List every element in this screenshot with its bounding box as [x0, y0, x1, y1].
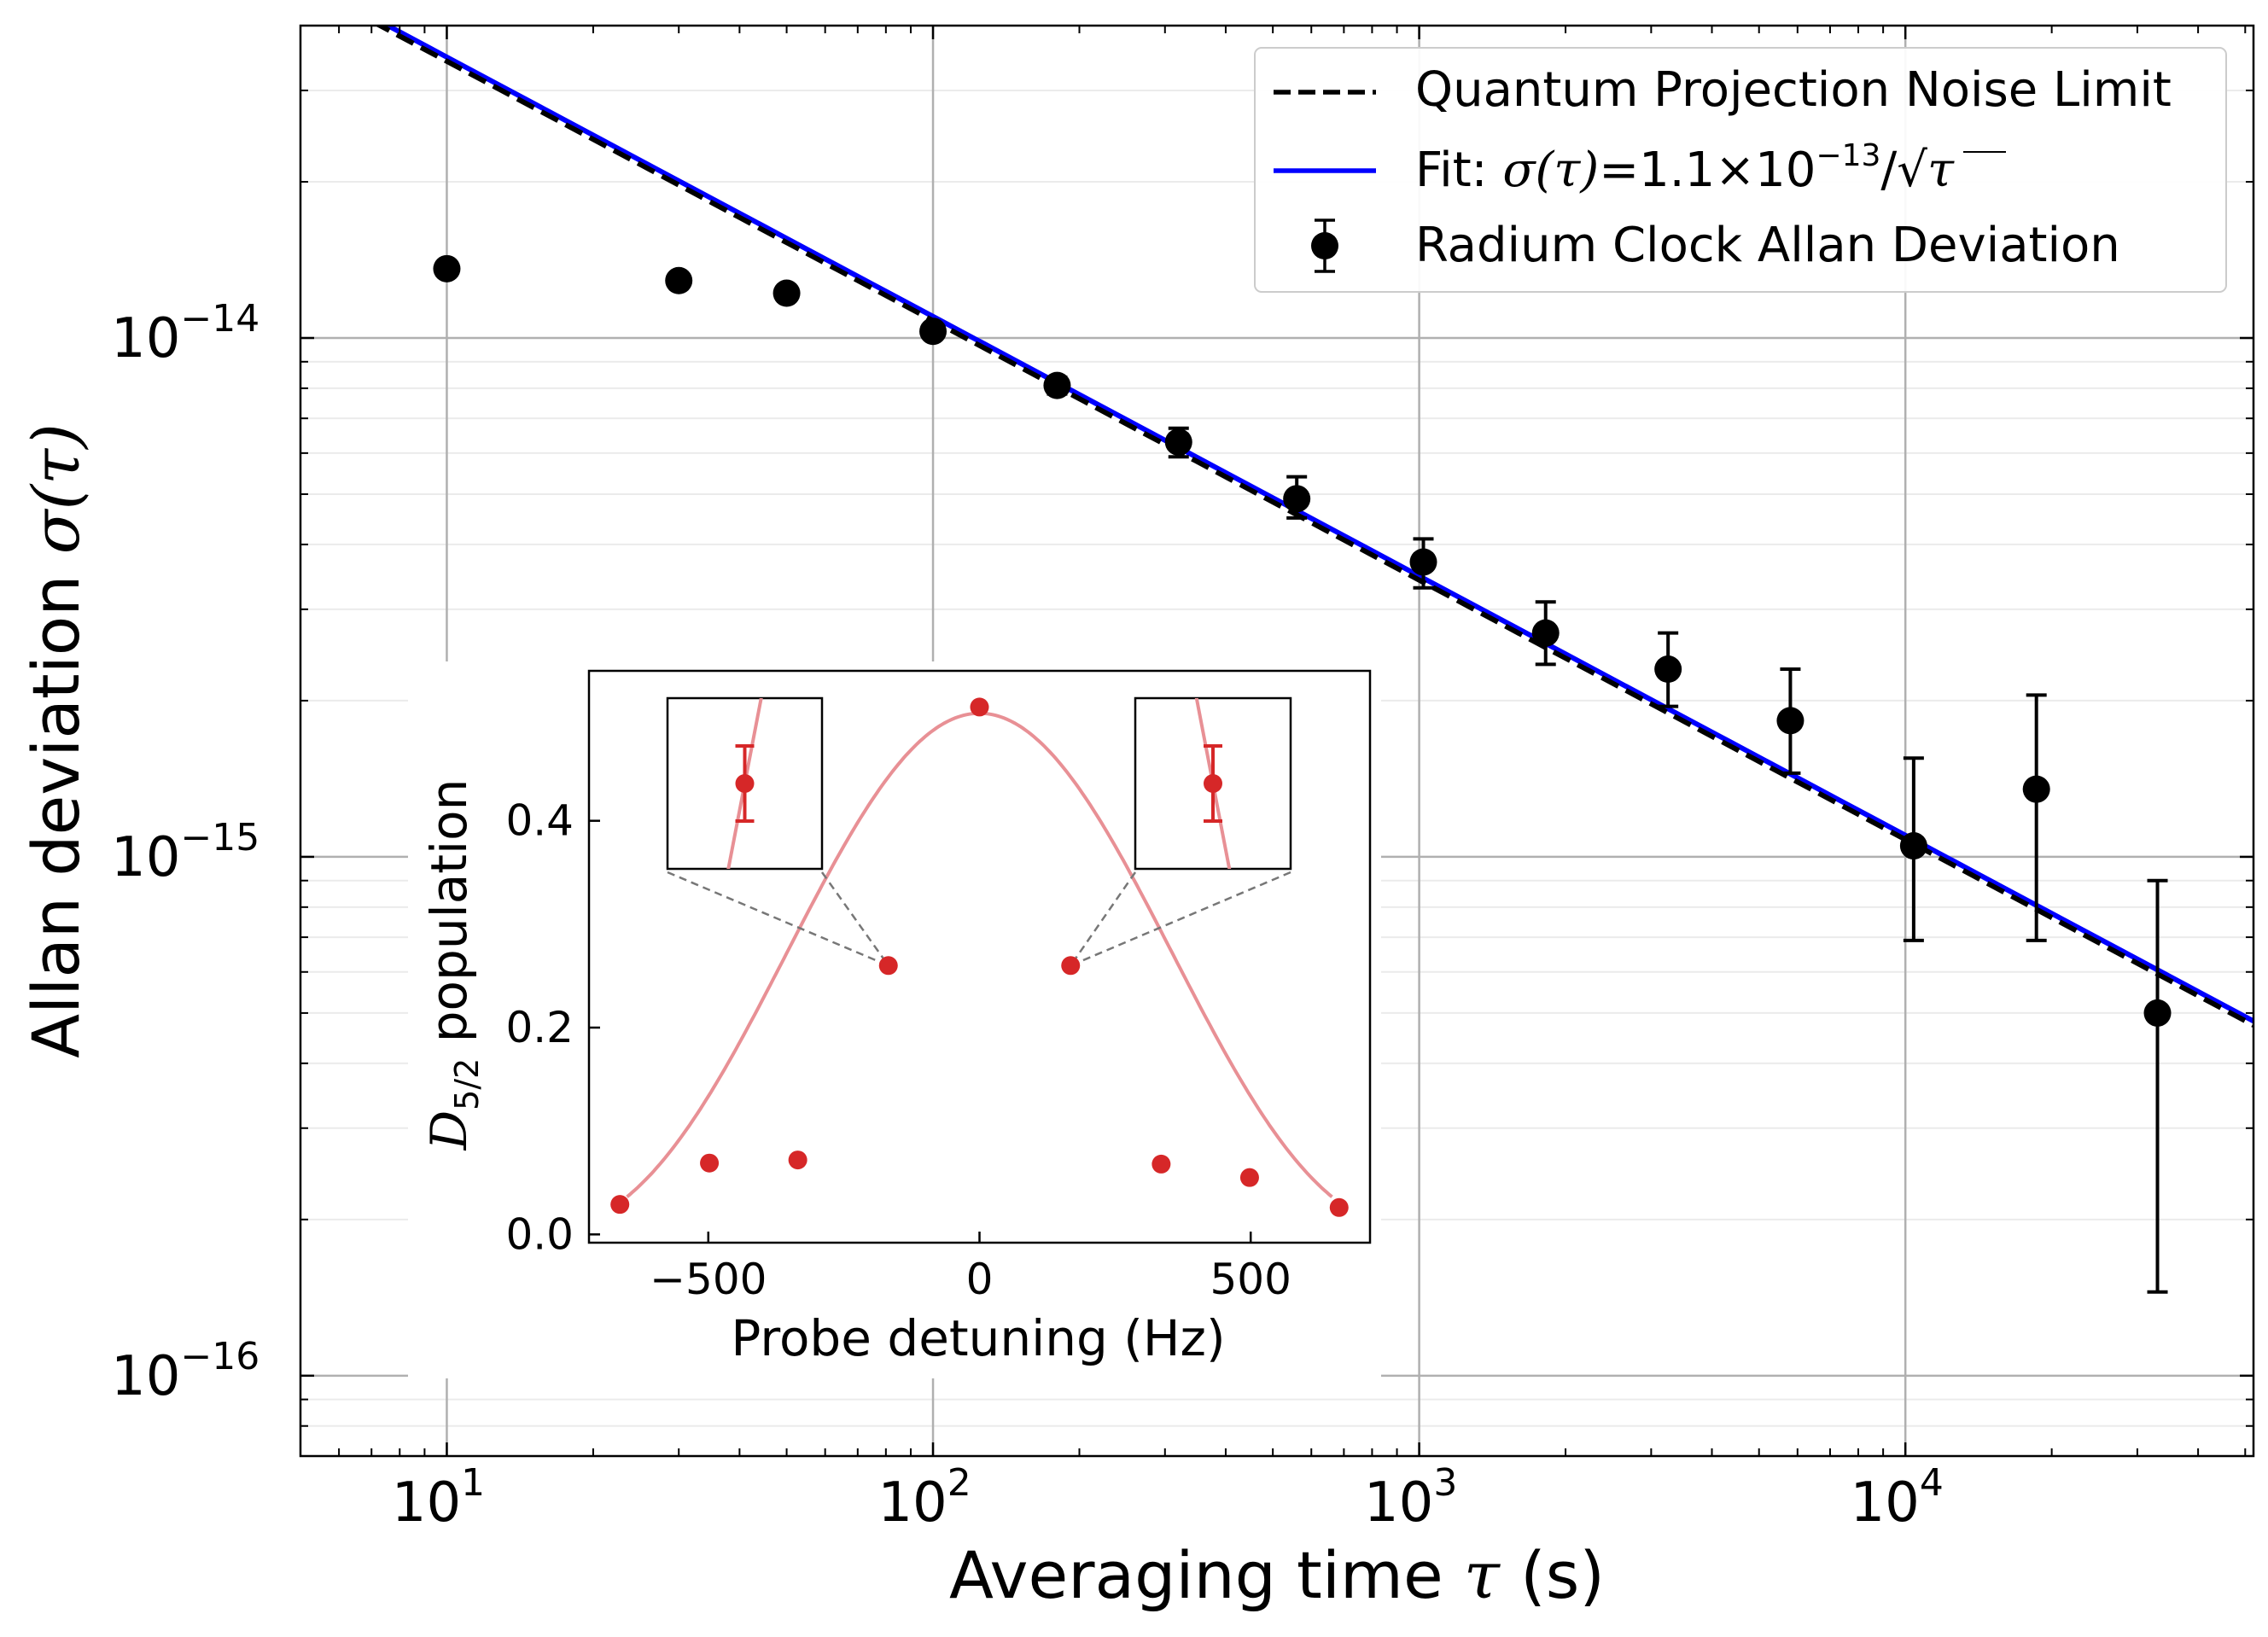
allan-data-point: [1164, 426, 1192, 459]
inset-panel: −500 0 500 0.0 0.2 0.4 Probe detuning (Hz) D…: [408, 661, 1381, 1378]
zoom-box-left: [666, 696, 824, 871]
x-tick-label: 102: [877, 1461, 971, 1535]
main-plot-frame: [299, 24, 2255, 1458]
inset-data-point: [1329, 1197, 1349, 1217]
qpn-limit-line: [374, 26, 2253, 1028]
main-y-tick-labels: 10−14 10−15 10−16: [111, 297, 259, 1408]
data-marker: [1899, 832, 1927, 860]
zoom-data-point: [1204, 774, 1222, 793]
inset-data-point: [1239, 1168, 1259, 1187]
inset-data-point: [1061, 956, 1081, 976]
legend-fit-label: Fit: σ(τ)=1.1×10−13/√τ: [1415, 138, 1955, 198]
legend-box: [1254, 47, 2227, 293]
inset-x-axis-label: Probe detuning (Hz): [731, 1309, 1225, 1367]
legend-radium-label: Radium Clock Allan Deviation: [1415, 218, 2120, 273]
zoom-connector-right: [1070, 871, 1291, 967]
data-marker: [773, 279, 801, 307]
zoom-connector-right: [1070, 871, 1137, 967]
allan-data-point: [433, 254, 461, 283]
allan-data-point: [1899, 756, 1927, 942]
zoom-connector-left: [667, 871, 889, 967]
inset-data-point: [970, 697, 989, 717]
inset-data-point: [788, 1151, 808, 1170]
allan-data-point: [1409, 537, 1437, 590]
inset-y-axis-label: D5/2 population: [420, 779, 486, 1151]
x-tick-label: 103: [1364, 1461, 1457, 1535]
inset-zoom-connectors: [667, 871, 1291, 967]
inset-y-tick-labels: 0.0 0.2 0.4: [505, 796, 574, 1260]
inset-data-point: [878, 956, 898, 976]
fit-line: [382, 26, 2253, 1024]
data-marker: [1654, 655, 1682, 684]
allan-data-point: [1776, 667, 1804, 775]
data-marker: [2022, 775, 2050, 803]
y-tick-label: 10−16: [111, 1335, 259, 1408]
allan-data-point: [2143, 878, 2172, 1294]
allan-data-point: [1043, 371, 1071, 399]
data-marker: [1283, 485, 1311, 513]
inset-ticks: [589, 819, 1252, 1243]
zoom-data-point: [735, 774, 755, 793]
zoom-connector-left: [820, 871, 889, 967]
main-data-points: [433, 254, 2172, 1294]
allan-data-point: [1283, 475, 1311, 520]
data-marker: [2143, 999, 2172, 1027]
allan-data-point: [1654, 631, 1682, 708]
inset-x-tick-labels: −500 0 500: [650, 1255, 1291, 1304]
data-marker: [433, 254, 461, 283]
x-tick-label: 104: [1850, 1461, 1943, 1535]
legend-qpn-label: Quantum Projection Noise Limit: [1415, 62, 2172, 118]
inset-x-tick-label: 500: [1210, 1255, 1291, 1304]
inset-y-tick-label: 0.4: [505, 796, 574, 846]
allan-data-point: [1531, 600, 1560, 667]
allan-data-point: [2022, 693, 2050, 942]
legend: Quantum Projection Noise Limit Fit: σ(τ)…: [1254, 47, 2227, 293]
allan-data-point: [919, 317, 947, 346]
data-marker: [919, 317, 947, 346]
allan-data-point: [665, 266, 693, 294]
main-x-axis-label: Averaging time τ (s): [949, 1537, 1605, 1613]
main-ticks: [300, 25, 2253, 1457]
allan-data-point: [773, 279, 801, 307]
data-marker: [1409, 548, 1437, 576]
inset-x-tick-label: 0: [966, 1255, 994, 1304]
data-marker: [1531, 619, 1560, 647]
main-x-tick-labels: 101 102 103 104: [392, 1461, 1944, 1535]
main-fit-lines: [374, 26, 2253, 1028]
x-tick-label: 101: [392, 1461, 485, 1535]
inset-y-tick-label: 0.0: [505, 1209, 574, 1259]
zoom-box-right: [1134, 696, 1292, 871]
data-marker: [1776, 707, 1804, 735]
y-tick-label: 10−14: [111, 297, 259, 370]
inset-data-points: [610, 697, 1349, 1217]
data-marker: [1043, 371, 1071, 399]
inset-y-tick-label: 0.2: [505, 1003, 574, 1052]
inset-data-point: [610, 1195, 630, 1215]
main-y-axis-label: Allan deviation σ(τ): [18, 423, 94, 1058]
inset-x-tick-label: −500: [650, 1255, 767, 1304]
data-marker: [1164, 428, 1192, 456]
inset-data-point: [1151, 1154, 1171, 1174]
y-tick-label: 10−15: [111, 816, 259, 889]
inset-data-point: [700, 1153, 720, 1173]
legend-errorbar-swatch: [1311, 218, 1338, 273]
data-marker: [665, 266, 693, 294]
